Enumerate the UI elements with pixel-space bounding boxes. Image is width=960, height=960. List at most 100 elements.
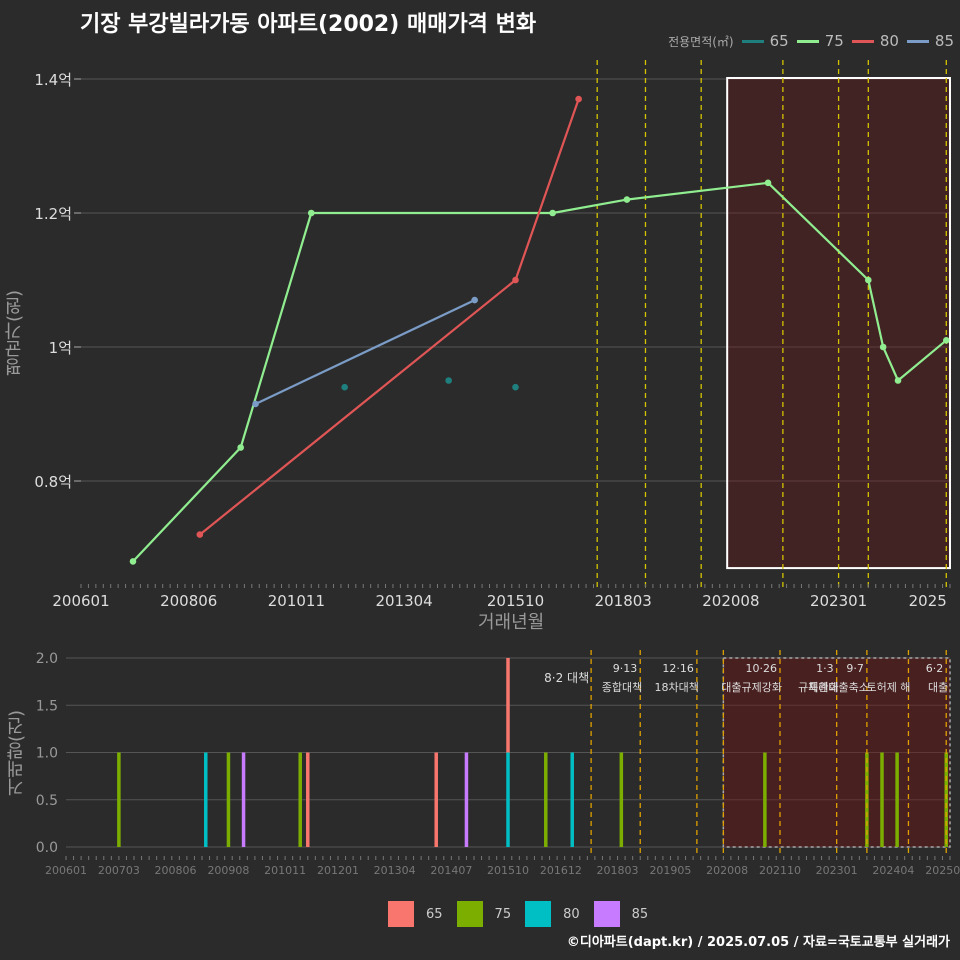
volume-x-tick-label: 200703	[98, 864, 140, 877]
legend-swatch-85	[906, 39, 929, 43]
series-line-80	[199, 98, 580, 536]
series-line-75	[132, 181, 947, 563]
series-point-75	[764, 179, 772, 187]
legend-label-75: 75	[824, 32, 844, 50]
policy-annotation-name: 규제완화	[798, 681, 838, 694]
bar-legend-item-75: 75	[456, 901, 512, 927]
volume-bar-85	[241, 752, 246, 847]
bar-legend-item-85: 85	[593, 901, 649, 927]
policy-annotation-date: 9·7	[846, 662, 864, 675]
legend-item-80: 80	[851, 32, 899, 50]
volume-x-tick-label: 202404	[872, 864, 914, 877]
policy-annotation-date: 1·3	[816, 662, 834, 675]
bar-legend-item-80: 80	[525, 901, 580, 927]
volume-bar-75	[226, 752, 231, 847]
bar-legend-label-75: 75	[494, 906, 512, 922]
volume-y-tick-label: 0.5	[36, 793, 58, 809]
series-point-65	[445, 377, 452, 384]
volume-x-tick-label: 201803	[597, 864, 639, 877]
series-point-75	[623, 196, 631, 203]
volume-y-tick-label: 1.0	[36, 746, 58, 762]
volume-bar-75	[619, 752, 624, 847]
chart-title: 기장 부강빌라가동 아파트(2002) 매매가격 변화	[80, 12, 537, 37]
volume-bar-80	[204, 752, 208, 847]
volume-x-tick-label: 201201	[317, 864, 359, 877]
volume-x-tick-label: 202008	[706, 864, 748, 877]
price-x-tick-label: 200601	[52, 592, 109, 610]
price-x-tick-label: 201011	[268, 592, 325, 610]
series-point-75	[237, 444, 244, 451]
legend-label-85: 85	[934, 32, 954, 50]
series-point-80	[575, 95, 582, 103]
price-y-tick-label: 1.2억	[34, 205, 72, 223]
volume-x-tick-label: 201510	[487, 864, 529, 877]
policy-annotation-name: 특례대출축소	[808, 681, 869, 694]
volume-bar-85	[464, 752, 469, 847]
legend-item-85: 85	[906, 32, 954, 50]
price-y-tick-label: 0.8억	[34, 473, 72, 491]
volume-x-tick-label: 201612	[540, 864, 582, 877]
price-y-axis-label: 평균가(원)	[4, 290, 25, 377]
price-x-tick-label: 201803	[595, 592, 652, 610]
bar-legend-label-85: 85	[631, 906, 649, 922]
volume-x-tick-label: 201905	[649, 864, 691, 877]
series-point-75	[864, 276, 872, 284]
volume-bar-65	[306, 752, 310, 847]
legend-item-65: 65	[741, 32, 789, 50]
price-x-tick-label: 202301	[810, 592, 867, 610]
price-y-tick-label: 1억	[49, 339, 72, 357]
bar-legend-item-65: 65	[388, 901, 443, 927]
volume-x-tick-label: 200908	[207, 864, 249, 877]
policy-annotation-date: 6·2	[926, 662, 944, 675]
volume-x-tick-label: 200806	[155, 864, 197, 877]
series-point-75	[549, 209, 556, 217]
price-x-tick-label: 2025	[909, 592, 947, 610]
volume-y-tick-label: 2.0	[36, 651, 58, 667]
footer-credit: ©디아파트(dapt.kr) / 2025.07.05 / 자료=국토교통부 실…	[566, 935, 950, 950]
series-line-85	[255, 299, 476, 405]
price-y-tick-label: 1.4억	[34, 71, 72, 89]
bar-legend-swatch-80	[525, 901, 552, 927]
price-highlight-region	[726, 77, 952, 570]
volume-x-tick-label: 202301	[816, 864, 858, 877]
series-point-85	[471, 296, 478, 304]
policy-annotation-label: 8·2 대책	[544, 670, 589, 685]
policy-annotation-name: 종합대책	[602, 681, 642, 694]
series-point-80	[196, 531, 204, 538]
price-x-tick-label: 200806	[160, 592, 217, 610]
legend-item-75: 75	[796, 32, 844, 50]
bar-legend-swatch-65	[388, 901, 414, 927]
volume-bar-75	[117, 752, 121, 847]
series-point-75	[942, 337, 950, 344]
volume-bar-75	[763, 752, 767, 847]
volume-x-tick-label: 200601	[45, 864, 87, 877]
volume-y-tick-label: 1.5	[36, 698, 58, 714]
series-point-75	[879, 343, 887, 351]
volume-bar-75	[944, 752, 948, 847]
bar-legend-swatch-75	[456, 901, 483, 927]
bar-legend-label-80: 80	[563, 906, 580, 922]
price-x-axis-label: 거래년월	[478, 612, 545, 633]
volume-bar-75	[880, 752, 884, 847]
policy-annotation-name: 18차대책	[655, 681, 699, 694]
volume-bar-75	[544, 752, 548, 847]
policy-annotation-name: 대출규제강화	[721, 681, 782, 694]
volume-bar-65	[434, 752, 438, 847]
legend-bottom: 65 75 80 85	[388, 901, 648, 927]
volume-x-tick-label: 201304	[374, 864, 416, 877]
series-point-80	[512, 276, 519, 284]
series-point-65	[341, 383, 348, 391]
legend-title: 전용면적(㎡)	[668, 34, 734, 49]
policy-annotation-date: 10·26	[746, 662, 778, 675]
legend-swatch-80	[851, 39, 874, 43]
volume-y-tick-label: 0.0	[36, 840, 58, 856]
legend-label-65: 65	[769, 32, 789, 50]
volume-x-tick-label: 201011	[264, 864, 306, 877]
legend-swatch-65	[741, 39, 764, 43]
policy-annotation-name: 대출	[928, 681, 948, 694]
volume-x-tick-label: 202110	[759, 864, 801, 877]
legend-top: 전용면적(㎡) 65 75 80 85	[668, 32, 954, 50]
volume-x-tick-label: 201407	[430, 864, 472, 877]
volume-bar-75	[298, 752, 302, 847]
